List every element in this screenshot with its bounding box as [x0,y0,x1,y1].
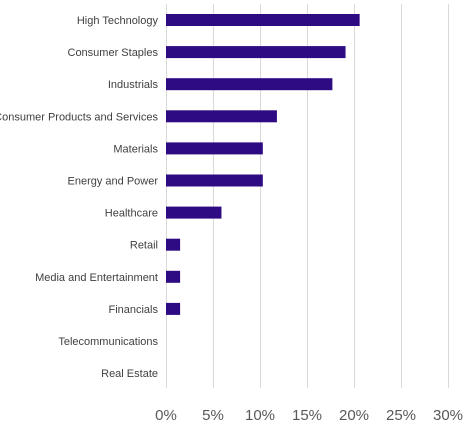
bar [166,110,277,123]
x-tick-label: 15% [292,407,322,424]
bar [166,142,263,155]
category-label: Retail [130,240,158,252]
x-tick-label: 10% [245,407,275,424]
category-label: Healthcare [105,208,158,220]
x-tick-label: 20% [339,407,369,424]
category-label: Consumer Products and Services [0,111,158,123]
category-labels: High Technology Consumer Staples Industria… [0,15,158,380]
x-axis-tick-labels: 0% 5% 10% 15% 20% 25% 30% [155,407,463,424]
bar [166,46,346,59]
bar [166,174,263,187]
category-label: Financials [108,304,158,316]
category-label: Energy and Power [68,176,159,188]
bar [166,14,360,26]
x-tick-label: 25% [386,407,416,424]
bars [166,14,360,315]
bar [166,78,333,91]
x-tick-label: 5% [202,407,224,424]
category-label: Real Estate [101,368,158,380]
bar [166,238,181,251]
category-label: Media and Entertainment [35,272,158,284]
x-tick-label: 30% [433,407,463,424]
bar [166,302,181,315]
category-label: High Technology [77,15,159,27]
gridlines [166,4,449,388]
category-label: Materials [113,143,158,155]
category-label: Industrials [108,79,159,91]
category-label: Telecommunications [58,336,158,348]
category-label: Consumer Staples [68,47,159,59]
bar [166,270,181,283]
x-tick-label: 0% [155,407,177,424]
bar [166,206,222,219]
